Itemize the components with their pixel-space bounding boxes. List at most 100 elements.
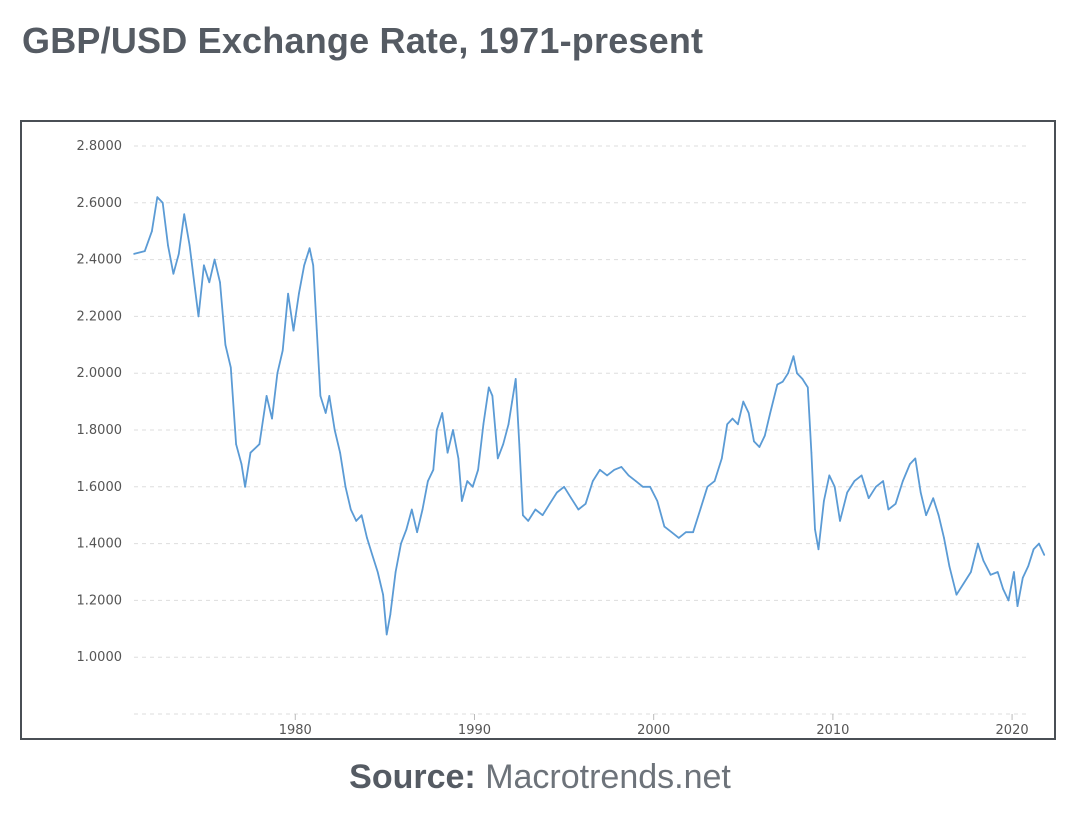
exchange-rate-chart: 2.8000 2.6000 2.4000 2.2000 2.0000 1.8000 1.60… — [77, 139, 1046, 738]
source-label: Source: — [349, 758, 476, 796]
data-point — [161, 202, 164, 204]
data-point — [1032, 548, 1035, 551]
data-point — [699, 508, 702, 511]
data-point — [570, 497, 572, 500]
data-point — [411, 508, 413, 511]
data-point — [764, 434, 766, 437]
data-point — [405, 528, 408, 531]
data-point — [817, 548, 820, 551]
data-point — [151, 230, 153, 232]
data-point — [875, 486, 877, 488]
data-point — [400, 542, 402, 545]
data-point — [810, 451, 813, 454]
data-point — [432, 469, 435, 471]
data-point — [792, 355, 795, 357]
data-point — [197, 315, 200, 318]
data-point — [183, 213, 185, 215]
data-point — [502, 443, 505, 446]
data-point — [721, 457, 723, 460]
y-tick-label: 2.6000 — [77, 196, 123, 211]
data-point — [828, 474, 831, 477]
data-point — [312, 264, 315, 267]
data-point — [452, 429, 454, 431]
data-point — [188, 244, 191, 247]
data-point — [382, 593, 384, 596]
data-point — [360, 514, 363, 516]
data-point — [796, 372, 798, 374]
data-point — [355, 520, 358, 522]
data-point — [441, 412, 444, 414]
data-point — [563, 486, 565, 488]
x-tick-label: 1990 — [458, 723, 491, 738]
x-tick-label: 2020 — [996, 723, 1029, 738]
data-point — [298, 292, 300, 295]
data-point — [213, 258, 216, 261]
data-point — [316, 329, 318, 332]
data-point — [894, 503, 897, 505]
y-tick-label: 1.6000 — [77, 480, 123, 495]
data-point — [706, 486, 709, 488]
data-point — [627, 474, 630, 477]
data-point — [685, 531, 687, 533]
data-point — [1038, 542, 1040, 545]
data-point — [287, 292, 289, 295]
data-point — [925, 514, 927, 516]
data-point — [801, 378, 804, 380]
data-point — [977, 542, 979, 545]
y-tick-label: 1.0000 — [77, 650, 123, 665]
data-point — [258, 443, 261, 446]
data-point — [747, 412, 750, 414]
data-point — [219, 281, 221, 284]
data-point — [446, 451, 449, 454]
data-point — [996, 571, 999, 573]
data-point — [606, 474, 608, 477]
data-point — [731, 417, 734, 420]
chart-frame: 2.8000 2.6000 2.4000 2.2000 2.0000 1.8000 1.60… — [20, 120, 1056, 740]
data-point — [833, 486, 836, 488]
data-point — [534, 508, 537, 511]
data-point — [1002, 588, 1004, 590]
data-point — [962, 582, 965, 585]
data-point — [385, 633, 388, 636]
y-tick-label: 1.8000 — [77, 423, 123, 438]
data-point — [943, 537, 945, 539]
data-point — [461, 500, 463, 502]
data-point — [507, 423, 510, 426]
y-tick-label: 2.4000 — [77, 253, 123, 268]
data-point — [982, 559, 985, 562]
data-point — [937, 514, 940, 516]
data-point — [522, 514, 524, 516]
data-point — [497, 457, 499, 460]
data-point — [1013, 571, 1015, 573]
data-point — [466, 480, 469, 482]
data-point — [477, 469, 479, 471]
data-point — [328, 395, 331, 397]
data-point — [244, 486, 246, 488]
data-point — [656, 500, 659, 502]
data-point — [584, 503, 587, 505]
data-point — [271, 417, 273, 420]
y-tick-label: 2.0000 — [77, 366, 123, 381]
data-point — [1007, 599, 1010, 602]
data-point — [527, 520, 529, 522]
y-tick-label: 1.4000 — [77, 537, 123, 552]
data-point — [970, 571, 972, 573]
source-name: Macrotrends.net — [485, 758, 731, 796]
data-point — [955, 593, 958, 596]
data-point — [133, 253, 135, 255]
data-point — [919, 491, 922, 494]
data-point — [807, 386, 809, 389]
data-point — [742, 400, 745, 403]
data-point — [599, 469, 601, 471]
data-point — [203, 264, 205, 267]
data-point — [514, 378, 517, 380]
data-point — [635, 480, 637, 482]
data-point — [692, 531, 694, 533]
data-point — [1043, 554, 1046, 556]
data-point — [663, 525, 666, 528]
data-point — [769, 412, 771, 414]
data-point — [366, 537, 368, 539]
data-point — [548, 503, 551, 505]
data-point — [737, 423, 739, 426]
data-point — [281, 349, 284, 352]
